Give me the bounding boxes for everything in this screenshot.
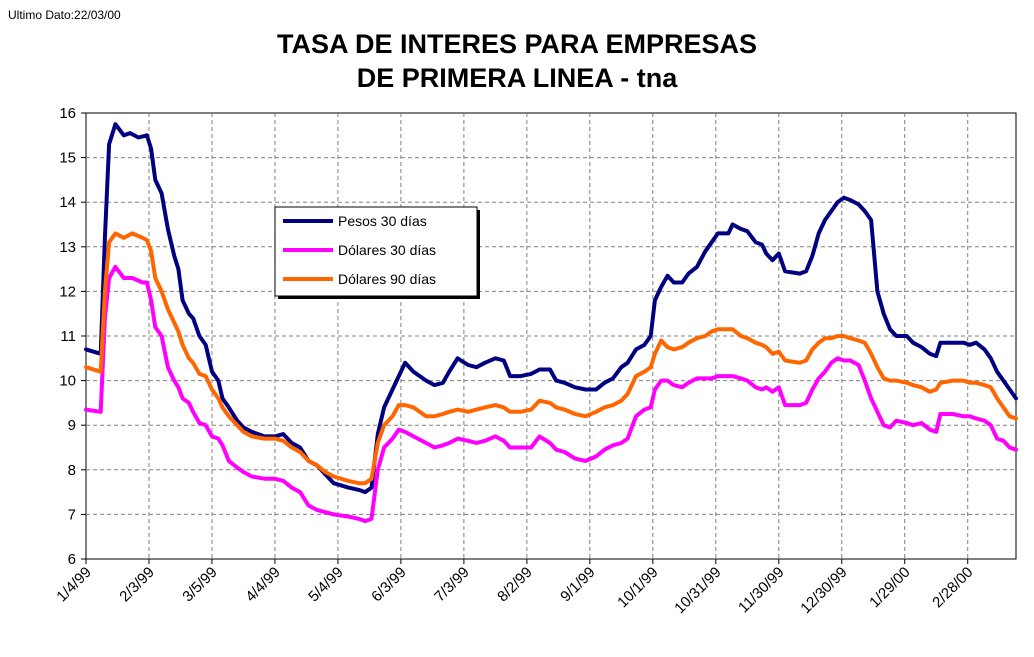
y-tick-label: 9 <box>68 417 76 434</box>
last-data-note: Ultimo Dato:22/03/00 <box>8 8 121 22</box>
x-tick-label: 2/28/00 <box>929 564 976 611</box>
x-tick-label: 1/29/00 <box>866 564 913 611</box>
chart-title-line-1: TASA DE INTERES PARA EMPRESAS <box>276 29 758 59</box>
x-tick-label: 3/5/99 <box>179 564 221 606</box>
x-tick-label: 2/3/99 <box>116 564 158 606</box>
x-tick-label: 10/1/99 <box>614 564 661 611</box>
legend-label: Pesos 30 días <box>338 213 427 229</box>
x-tick-label: 9/1/99 <box>557 564 599 606</box>
y-tick-label: 16 <box>59 105 76 122</box>
x-tick-label: 5/4/99 <box>305 564 347 606</box>
legend-label: Dólares 30 días <box>338 242 436 258</box>
series-line-1 <box>84 122 1018 495</box>
y-tick-label: 12 <box>59 283 76 300</box>
x-tick-label: 4/4/99 <box>242 564 284 606</box>
x-tick-label: 12/30/99 <box>797 564 850 617</box>
x-tick-label: 7/3/99 <box>431 564 473 606</box>
x-tick-label: 10/31/99 <box>671 564 724 617</box>
x-tick-label: 11/30/99 <box>735 564 788 617</box>
y-tick-label: 15 <box>59 150 76 167</box>
chart-title-line-2: DE PRIMERA LINEA - tna <box>356 63 678 93</box>
x-tick-label: 6/3/99 <box>368 564 410 606</box>
series-line-3 <box>84 231 1018 486</box>
y-tick-label: 13 <box>59 239 76 256</box>
y-tick-label: 7 <box>68 506 76 523</box>
series-line-2 <box>84 264 1018 524</box>
y-tick-label: 11 <box>60 328 76 345</box>
y-tick-label: 8 <box>68 462 76 479</box>
x-tick-label: 8/2/99 <box>494 564 536 606</box>
y-tick-label: 10 <box>59 373 76 390</box>
x-tick-label: 1/4/99 <box>53 564 95 606</box>
legend-label: Dólares 90 días <box>338 271 436 287</box>
y-tick-label: 14 <box>59 194 76 211</box>
y-tick-label: 6 <box>68 551 76 568</box>
